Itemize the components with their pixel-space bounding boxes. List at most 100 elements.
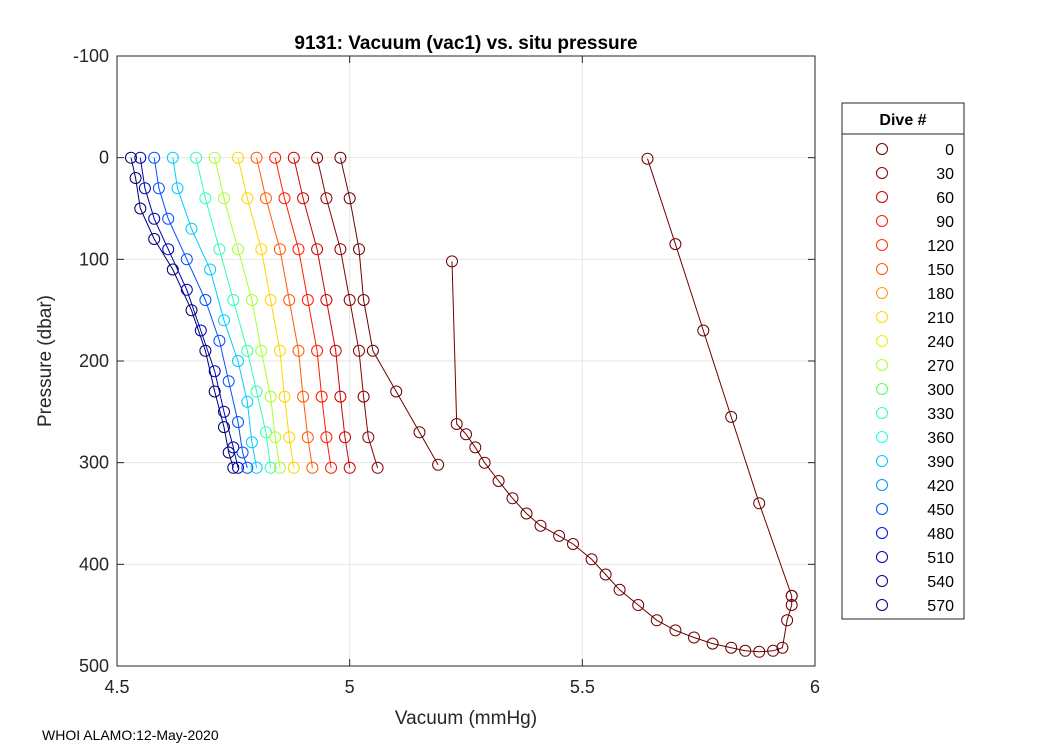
legend-label: 360 xyxy=(927,430,954,447)
series-line xyxy=(256,157,313,468)
legend-entry: 270 xyxy=(876,358,954,375)
data-point xyxy=(232,355,244,367)
series-line xyxy=(153,157,248,468)
data-point xyxy=(166,263,179,276)
chart-title: 9131: Vacuum (vac1) vs. situ pressure xyxy=(294,33,637,54)
x-tick-label: 5.5 xyxy=(570,677,595,697)
data-point xyxy=(166,151,179,164)
x-tick-label: 4.5 xyxy=(104,677,129,697)
data-point xyxy=(613,583,626,596)
series-270 xyxy=(208,151,286,474)
x-axis-label: Vacuum (mmHg) xyxy=(395,708,537,729)
legend-marker xyxy=(876,479,888,491)
data-point xyxy=(469,441,482,454)
data-point xyxy=(236,446,249,459)
legend-marker xyxy=(876,407,888,419)
data-point xyxy=(334,151,347,164)
data-point xyxy=(283,431,296,444)
legend-marker xyxy=(876,383,888,395)
data-point xyxy=(241,344,254,357)
data-point xyxy=(343,461,356,474)
data-point xyxy=(413,426,426,439)
data-point xyxy=(785,599,798,611)
data-point xyxy=(190,151,203,164)
legend-entry: 540 xyxy=(876,574,954,591)
legend-marker xyxy=(876,503,888,515)
legend-label: 60 xyxy=(936,190,954,207)
series-150 xyxy=(250,151,319,474)
data-point xyxy=(208,385,221,398)
data-point xyxy=(180,283,193,296)
legend-entry: 390 xyxy=(876,454,954,471)
data-point xyxy=(688,631,700,644)
data-point xyxy=(534,519,547,532)
data-point xyxy=(725,641,738,654)
data-point xyxy=(641,152,654,165)
data-point xyxy=(227,441,240,454)
data-point xyxy=(199,294,212,306)
series-90 xyxy=(269,151,338,474)
legend-marker xyxy=(876,263,888,275)
data-point xyxy=(232,461,244,474)
y-tick-label: 500 xyxy=(79,656,109,676)
series-line xyxy=(195,157,272,468)
legend-entry: 240 xyxy=(876,334,954,351)
data-point xyxy=(227,294,240,306)
data-point xyxy=(134,202,147,215)
ticks: 4.5 5 5.5 6 -100 0 100 200 300 400 500 xyxy=(73,46,820,697)
data-point xyxy=(199,192,212,205)
data-point xyxy=(264,294,277,306)
data-point xyxy=(725,410,738,423)
data-point xyxy=(259,192,272,205)
data-point xyxy=(357,294,370,306)
legend-marker xyxy=(876,191,888,203)
data-point xyxy=(567,538,579,550)
data-point xyxy=(781,614,794,627)
legend-marker xyxy=(876,215,888,227)
data-point xyxy=(218,314,230,327)
legend-marker xyxy=(876,143,888,155)
data-point xyxy=(315,390,328,403)
data-point xyxy=(311,151,324,164)
data-point xyxy=(357,390,370,403)
data-point xyxy=(232,151,244,164)
data-point xyxy=(162,243,175,256)
data-point xyxy=(255,344,268,357)
legend-label: 330 xyxy=(927,406,954,423)
data-point xyxy=(245,436,258,449)
data-point xyxy=(134,151,147,164)
data-point xyxy=(492,475,505,487)
series-line xyxy=(274,157,332,468)
data-point xyxy=(366,344,379,357)
data-point xyxy=(334,243,347,256)
series-30 xyxy=(311,151,384,474)
legend-entry: 570 xyxy=(876,598,954,615)
legend-entry: 420 xyxy=(876,478,954,495)
data-point xyxy=(250,151,263,164)
data-point xyxy=(343,294,356,306)
legend-label: 210 xyxy=(927,310,954,327)
data-point xyxy=(129,172,142,184)
legend-entry: 60 xyxy=(876,190,954,207)
legend-label: 270 xyxy=(927,358,954,375)
data-point xyxy=(432,458,445,471)
data-point xyxy=(739,644,752,657)
series-210 xyxy=(232,151,300,474)
legend-entry: 330 xyxy=(876,406,954,423)
series-330 xyxy=(190,151,277,474)
data-point xyxy=(125,151,137,164)
data-point xyxy=(632,599,645,611)
data-point xyxy=(785,589,798,602)
data-point xyxy=(297,390,310,403)
data-point xyxy=(353,243,365,256)
legend-entry: 210 xyxy=(876,310,954,327)
data-point xyxy=(185,222,198,235)
legend-label: 300 xyxy=(927,382,954,399)
data-point xyxy=(478,456,491,469)
legend-marker xyxy=(876,431,888,443)
legend-entry: 0 xyxy=(876,142,954,159)
series-line xyxy=(237,157,295,468)
data-point xyxy=(450,418,463,430)
data-point xyxy=(320,192,333,205)
data-point xyxy=(776,641,789,654)
